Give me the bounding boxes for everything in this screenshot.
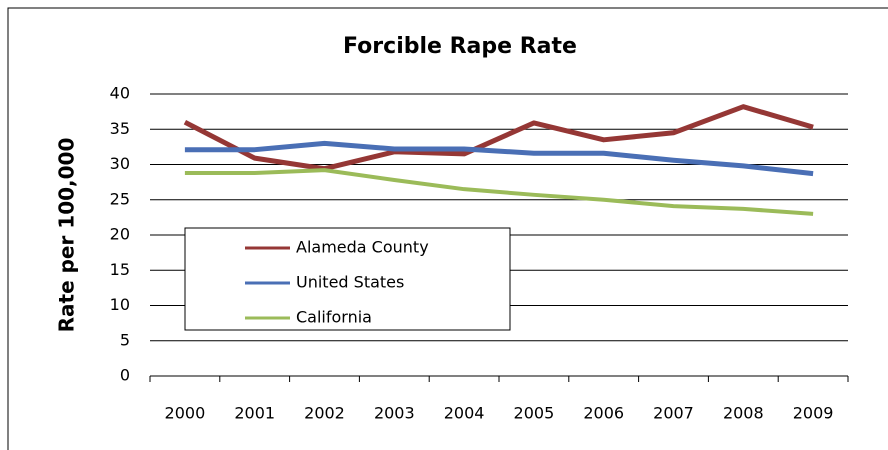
y-tick-label: 15 <box>110 260 130 279</box>
y-tick-label: 25 <box>110 189 130 208</box>
x-tick-label: 2002 <box>304 404 345 423</box>
y-tick-label: 5 <box>120 330 130 349</box>
y-tick-label: 35 <box>110 119 130 138</box>
y-axis-label: Rate per 100,000 <box>55 138 79 333</box>
legend-label: Alameda County <box>296 238 429 257</box>
series-line <box>184 168 814 216</box>
chart-title: Forcible Rape Rate <box>343 34 577 59</box>
legend-label: California <box>296 308 372 327</box>
x-tick-label: 2007 <box>653 404 694 423</box>
chart-frame <box>7 7 888 450</box>
x-tick-label: 2005 <box>514 404 555 423</box>
x-tick-label: 2009 <box>793 404 834 423</box>
series-line <box>183 104 814 172</box>
y-tick-label: 40 <box>110 84 130 103</box>
legend-box <box>184 227 511 331</box>
series-line <box>184 140 814 177</box>
y-tick-label: 0 <box>120 366 130 385</box>
y-tick-label: 30 <box>110 154 130 173</box>
x-tick-label: 2000 <box>165 404 206 423</box>
x-tick-label: 2008 <box>723 404 764 423</box>
x-tick-label: 2004 <box>444 404 485 423</box>
x-tick-label: 2006 <box>583 404 624 423</box>
y-tick-label: 20 <box>110 225 130 244</box>
x-tick-label: 2001 <box>234 404 275 423</box>
x-tick-label: 2003 <box>374 404 415 423</box>
legend-label: United States <box>296 273 404 292</box>
y-tick-label: 10 <box>110 295 130 314</box>
